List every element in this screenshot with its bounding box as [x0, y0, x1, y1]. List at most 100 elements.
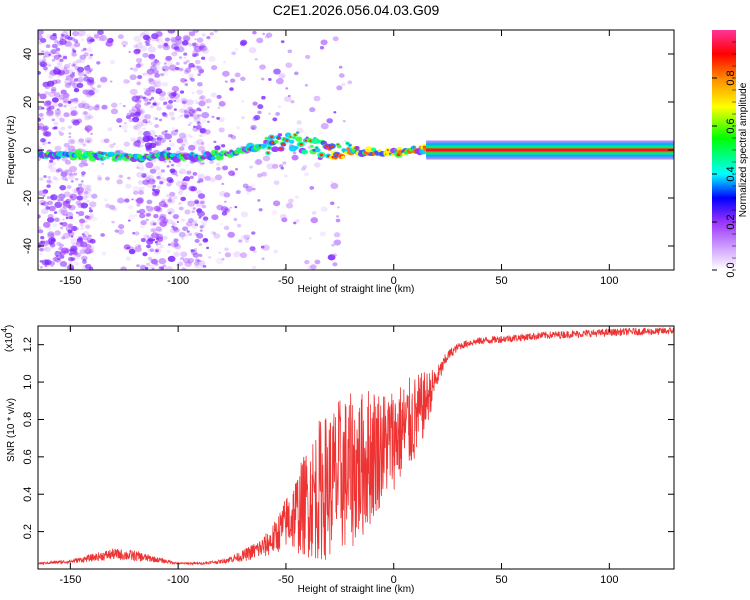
spectrogram-speckle [170, 227, 178, 234]
spectrogram-speckle [162, 71, 168, 77]
spectrogram-speckle [57, 193, 66, 200]
spectrogram-speckle [278, 73, 286, 79]
spectrogram-speckle [134, 143, 140, 147]
spectrogram-speckle [75, 200, 82, 206]
spectrogram-speckle [208, 55, 216, 62]
spectrogram-speckle [151, 232, 159, 239]
spectrogram-speckle [81, 171, 86, 175]
spectrogram-speckle [172, 213, 180, 220]
spectrogram-speckle [256, 37, 264, 44]
spectrogram-speckle [42, 221, 51, 228]
spectrogram-speckle [137, 136, 143, 141]
spectrogram-speckle [54, 217, 60, 222]
spectrogram-speckle [181, 40, 189, 46]
spectrogram-speckle [173, 196, 178, 200]
spectrogram-speckle [235, 190, 240, 195]
spectrogram-speckle [303, 172, 309, 177]
spectrogram-speckle [44, 91, 49, 95]
spectrogram-speckle [74, 177, 79, 181]
spectrogram-speckle [80, 141, 86, 146]
spectrogram-speckle [145, 161, 154, 169]
spectrogram-speckle [77, 30, 86, 37]
spectrogram-speckle [56, 61, 63, 67]
spectrogram-speckle [83, 76, 90, 82]
spectrogram-ridge-blob [271, 146, 280, 153]
spectrogram-speckle [162, 102, 167, 106]
spectrogram-speckle [156, 217, 165, 224]
spectrogram-speckle [157, 44, 163, 49]
spectrogram-speckle [62, 55, 68, 60]
spectrogram-speckle [188, 73, 195, 79]
spectrogram-speckle [257, 104, 264, 110]
spectrogram-speckle [111, 220, 115, 224]
spectrogram-speckle [180, 114, 184, 117]
spectrogram-speckle [76, 195, 84, 201]
spectrogram-speckle [224, 80, 228, 83]
spectrogram-speckle [142, 127, 146, 130]
spectrogram-speckle [240, 234, 248, 240]
spectrogram-speckle [109, 204, 116, 210]
spectrogram-speckle [93, 34, 100, 39]
spectrogram-speckle [133, 35, 142, 43]
spectrogram-speckle [140, 144, 144, 148]
spectrogram-speckle [146, 87, 151, 92]
spectrogram-speckle [196, 89, 203, 95]
spectrogram-speckle [171, 38, 179, 45]
spectrogram-speckle [181, 182, 188, 187]
spectrogram-speckle [173, 99, 177, 103]
spectrogram-ridge-core [105, 154, 108, 156]
spectrogram-ridge-blob [261, 143, 268, 148]
spectrogram-ridge-core [282, 143, 285, 146]
spectrogram-speckle [195, 65, 200, 69]
spectrogram-speckle [190, 223, 198, 229]
spectrogram-speckle [201, 162, 205, 165]
x-tick-label: 100 [600, 574, 618, 586]
spectrogram-speckle [174, 42, 181, 48]
spectrogram-speckle [42, 142, 46, 146]
spectrogram-speckle [201, 111, 210, 119]
spectrogram-speckle [161, 199, 166, 203]
spectrogram-speckle [347, 80, 353, 85]
spectrogram-speckle [85, 80, 92, 86]
spectrogram-speckle [182, 103, 190, 109]
spectrogram-speckle [194, 38, 197, 41]
spectrogram-speckle [188, 31, 191, 34]
y-tick-label: 0.2 [22, 524, 34, 539]
spectrogram-speckle [168, 64, 177, 71]
spectrogram-speckle [76, 186, 85, 193]
spectrogram-speckle [342, 120, 346, 123]
spectrogram-speckle [175, 180, 184, 187]
spectrogram-speckle [46, 216, 55, 223]
spectrogram-speckle [73, 172, 78, 176]
spectrogram-speckle [145, 121, 148, 124]
spectrogram-speckle [43, 66, 48, 71]
spectrogram-speckle [45, 44, 51, 49]
spectrogram-speckle [136, 166, 140, 169]
spectrogram-speckle [199, 199, 206, 205]
spectrogram-speckle [224, 252, 232, 258]
spectrogram-marks [38, 30, 674, 270]
spectrogram-speckle [184, 233, 189, 237]
spectrogram-speckle [81, 255, 88, 261]
spectrogram-speckle [134, 246, 142, 253]
spectrogram-ridge-blob [310, 144, 314, 148]
spectrogram-speckle [80, 202, 89, 209]
spectrogram-speckle [105, 40, 113, 47]
spectrogram-speckle [88, 209, 93, 213]
spectrogram-speckle [88, 115, 94, 120]
spectrogram-speckle [198, 144, 206, 150]
spectrogram-speckle [150, 222, 155, 227]
spectrogram-speckle [82, 143, 87, 147]
spectrogram-speckle [40, 208, 49, 215]
spectrogram-speckle [79, 247, 87, 254]
spectrogram-speckle [224, 208, 230, 212]
spectrogram-speckle [142, 52, 149, 58]
spectrogram-ridge-blob [315, 148, 321, 153]
spectrogram-speckle [179, 108, 186, 114]
spectrogram-speckle [333, 232, 341, 238]
spectrogram-speckle [128, 248, 136, 255]
spectrogram-speckle [215, 162, 221, 167]
spectrogram-speckle [38, 190, 47, 197]
spectrogram-speckle [252, 30, 257, 35]
spectrogram-speckle [184, 67, 192, 73]
